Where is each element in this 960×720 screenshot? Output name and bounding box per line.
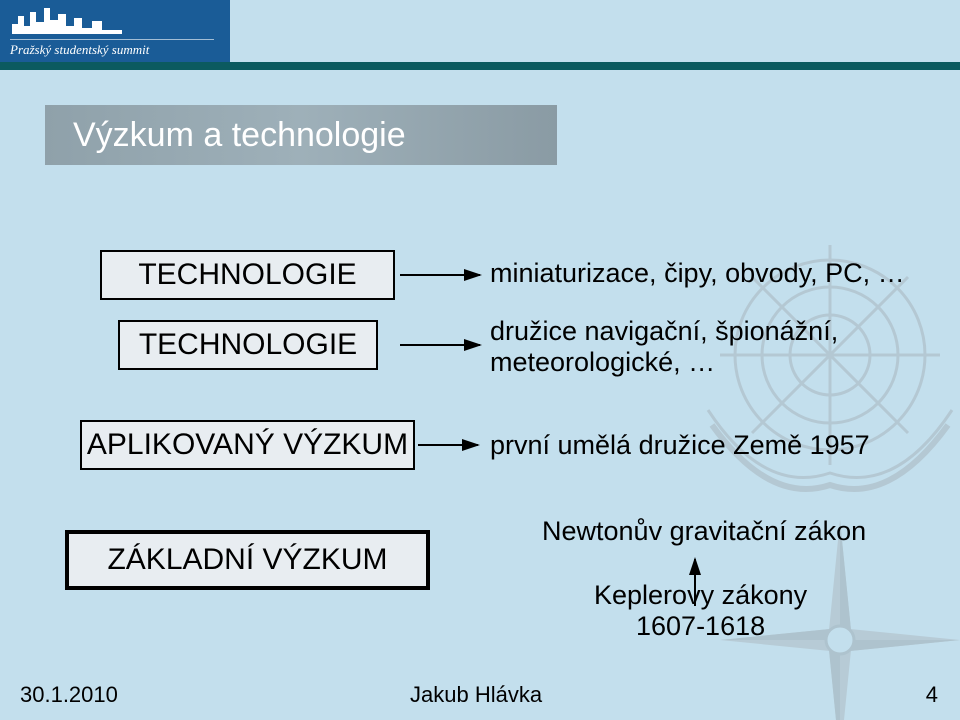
arrows-layer bbox=[0, 0, 960, 720]
footer-page: 4 bbox=[926, 682, 938, 708]
footer-author: Jakub Hlávka bbox=[410, 682, 542, 708]
footer-date: 30.1.2010 bbox=[20, 682, 118, 708]
